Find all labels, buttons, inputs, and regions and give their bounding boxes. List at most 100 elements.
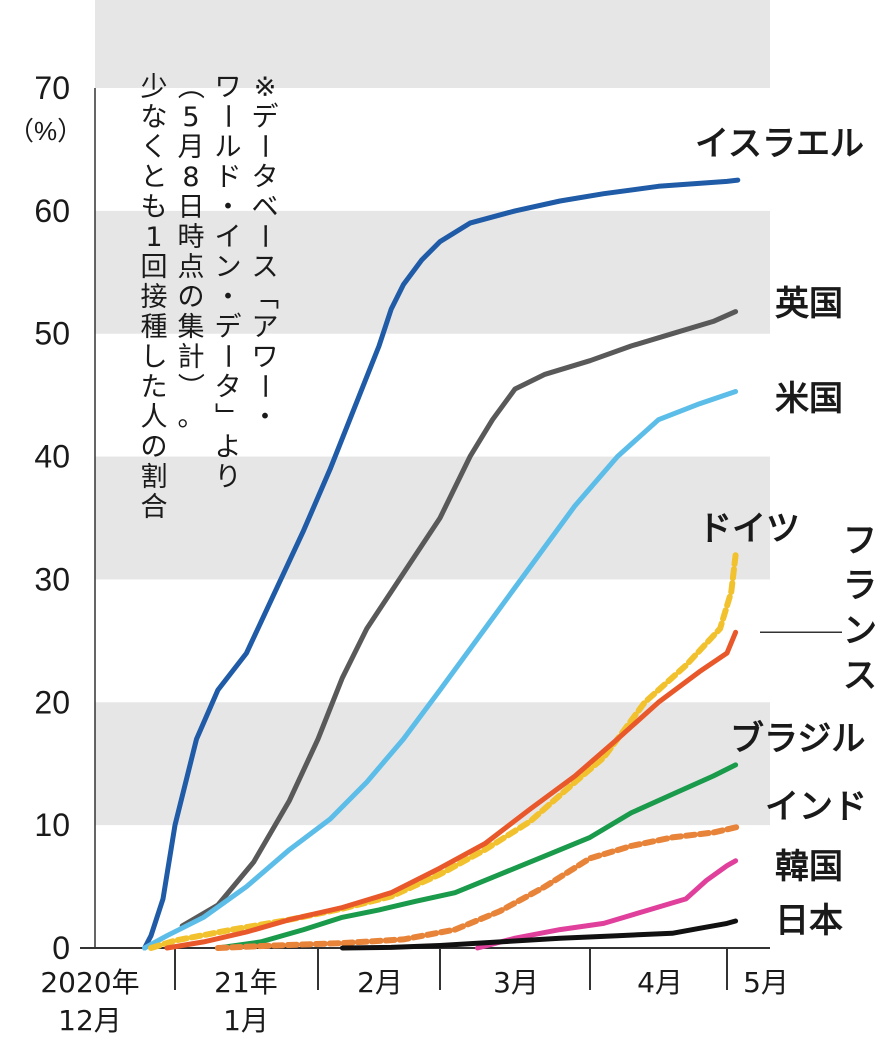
note-char: （ [174,73,205,100]
note-char: 点 [178,252,205,283]
note-char: ス [252,252,279,283]
x-tick-label: 5月 [743,966,789,999]
y-tick-label: 0 [52,930,70,966]
series-line-フランス [164,629,739,951]
note-char: 「 [248,283,279,310]
series-label-ドイツ: ドイツ [698,509,800,549]
note-char: 月 [178,132,205,163]
grid-band [95,456,770,580]
x-axis: 2020年 12月 21年 1月 2月 3月 4月 5月 [40,947,789,1037]
note-char: 1 [145,222,162,253]
series-line-インド [214,823,743,951]
note-char: 5 [182,102,199,133]
y-axis-unit: （%） [8,116,83,146]
note-char: 接 [141,282,168,313]
x-tick-label: 21年 1月 [214,966,278,1037]
series-label-フランス: ラ [843,566,877,606]
note-char: く [141,132,168,163]
series-line-韓国 [475,858,739,951]
source-note: ※データベース「アワー・ワールド・イン・データ」より（5月8日時点の集計）。少な… [141,72,280,523]
y-tick-label: 60 [34,193,70,229]
series-label-フランス: ン [843,611,877,651]
note-char: 集 [178,312,205,343]
note-char: ベ [252,192,279,223]
series-line-日本 [339,918,739,951]
series-label-日本: 日本 [775,901,843,941]
note-char: ル [215,132,242,163]
note-char: ア [252,312,279,343]
note-char: タ [215,372,242,403]
y-tick-label: 40 [34,439,70,475]
series-label-ブラジル: ブラジル [730,719,865,759]
series-line-英国 [179,309,739,929]
note-char: 時 [178,222,205,253]
x-tick-label: 3月 [493,966,539,999]
note-char: タ [252,162,279,193]
note-char: デ [252,102,279,133]
note-char: ・ [215,282,242,313]
series-line-米国 [142,389,739,951]
note-char: の [178,282,205,313]
note-char: 少 [141,72,168,103]
note-char: 合 [141,492,168,523]
note-char: ー [211,343,242,370]
note-char: ・ [215,192,242,223]
note-char: の [141,432,168,463]
grid-band [95,702,770,826]
note-char: よ [215,432,242,463]
series-line-ブラジル [215,762,739,951]
series-label-イスラエル: イスラエル [695,124,864,164]
y-tick-label: 50 [34,316,70,352]
note-char: 計 [178,342,205,373]
y-tick-label: 20 [34,684,70,720]
note-char: ン [215,252,242,283]
y-tick-label: 10 [34,807,70,843]
note-char: と [141,162,168,193]
note-char: ー [211,103,242,130]
y-tick-label: 30 [34,561,70,597]
series-lines [142,177,743,951]
note-char: り [215,462,242,493]
series-label-フランス: フ [843,521,877,561]
note-char: ワ [252,342,279,373]
series-line-ドイツ [148,551,739,951]
series-label-米国: 米国 [775,379,843,419]
note-char: デ [215,312,242,343]
note-char: ） [174,373,205,400]
note-char: 回 [141,252,168,283]
note-char: も [141,192,168,223]
note-char: 種 [141,312,168,343]
note-char: ド [215,162,242,193]
series-label-韓国: 韓国 [775,847,843,887]
gridline-bands [95,0,770,826]
note-char: 人 [141,402,168,433]
y-tick-label: 70 [34,70,70,106]
series-label-フランス: ス [843,656,877,696]
note-char: た [141,372,168,403]
note-char: 。 [178,402,205,433]
note-char: イ [215,222,242,253]
note-char: 8 [182,162,199,193]
series-label-インド: インド [765,787,867,827]
grid-band [95,210,770,334]
note-char: ・ [252,402,279,433]
note-char: ー [248,133,279,160]
note-char: 割 [141,462,168,493]
series-line-イスラエル [142,177,741,951]
y-axis-ticks: 0 10 20 30 40 50 60 70 [34,70,96,966]
note-char: ワ [215,72,242,103]
grid-band [95,0,770,89]
x-tick-label: 2月 [357,966,403,999]
series-label-英国: 英国 [775,284,843,324]
x-tick-label: 4月 [637,966,683,999]
note-char: ※ [254,72,277,103]
note-char: ー [248,223,279,250]
note-char: 」 [211,403,242,430]
note-char: な [141,102,168,133]
note-char: 日 [178,192,205,223]
note-char: し [141,342,168,373]
note-char: ー [248,373,279,400]
x-tick-label: 2020年 12月 [40,966,139,1037]
